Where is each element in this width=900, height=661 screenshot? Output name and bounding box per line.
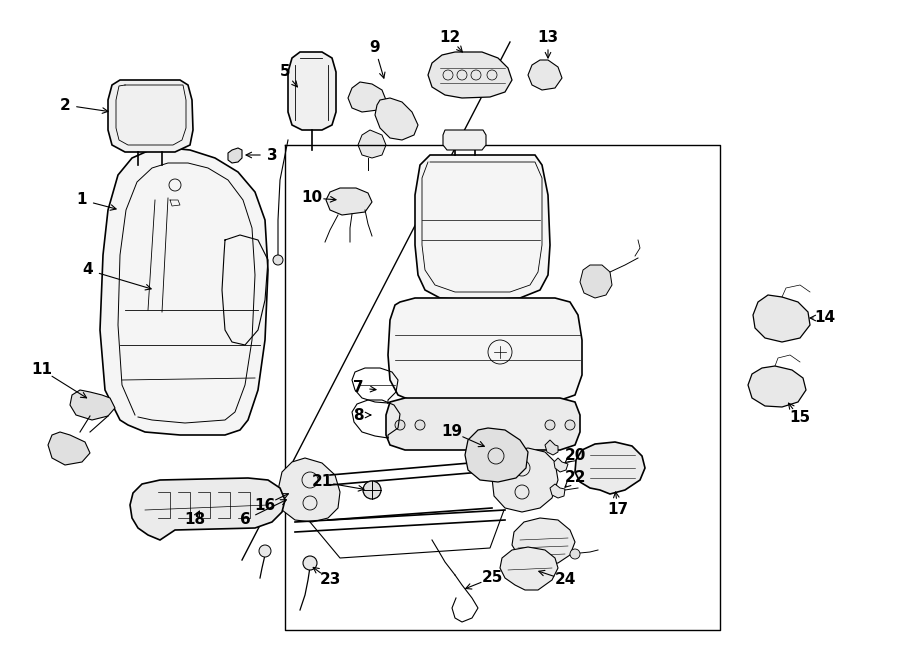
Polygon shape (288, 52, 336, 130)
Text: 24: 24 (554, 572, 576, 588)
Text: 7: 7 (353, 381, 364, 395)
Text: 5: 5 (280, 65, 291, 79)
Text: 16: 16 (255, 498, 275, 512)
Circle shape (273, 255, 283, 265)
Polygon shape (528, 60, 562, 90)
Polygon shape (500, 547, 558, 590)
Text: 1: 1 (76, 192, 87, 208)
Polygon shape (550, 484, 565, 498)
Polygon shape (70, 390, 115, 420)
Polygon shape (375, 98, 418, 140)
Circle shape (415, 420, 425, 430)
Polygon shape (100, 148, 268, 435)
Text: 15: 15 (789, 410, 811, 426)
Polygon shape (386, 398, 580, 450)
Polygon shape (580, 265, 612, 298)
Polygon shape (554, 458, 568, 472)
Polygon shape (545, 440, 558, 455)
Polygon shape (228, 148, 242, 163)
Text: 13: 13 (537, 30, 559, 46)
Polygon shape (748, 366, 806, 407)
Polygon shape (348, 82, 386, 112)
Polygon shape (130, 478, 285, 540)
Polygon shape (428, 52, 512, 98)
Text: 17: 17 (608, 502, 628, 518)
Circle shape (259, 545, 271, 557)
Text: 25: 25 (482, 570, 503, 586)
Polygon shape (415, 155, 550, 300)
Polygon shape (512, 518, 575, 565)
Text: 23: 23 (320, 572, 341, 588)
Circle shape (570, 549, 580, 559)
Text: 14: 14 (814, 311, 835, 325)
Polygon shape (753, 295, 810, 342)
Text: 4: 4 (83, 262, 94, 278)
Circle shape (395, 420, 405, 430)
Polygon shape (278, 458, 340, 522)
Text: 9: 9 (370, 40, 381, 56)
Text: 11: 11 (32, 362, 52, 377)
Polygon shape (326, 188, 372, 215)
Polygon shape (358, 130, 386, 158)
Text: 18: 18 (184, 512, 205, 527)
Text: 21: 21 (311, 475, 333, 490)
Text: 22: 22 (564, 471, 586, 485)
Text: 8: 8 (353, 407, 364, 422)
Text: 6: 6 (239, 512, 250, 527)
Text: 3: 3 (266, 147, 277, 163)
Text: 2: 2 (59, 98, 70, 112)
Text: 10: 10 (302, 190, 322, 206)
Polygon shape (575, 442, 645, 494)
Circle shape (303, 556, 317, 570)
Text: 12: 12 (439, 30, 461, 46)
Polygon shape (388, 298, 582, 405)
Polygon shape (48, 432, 90, 465)
Text: 19: 19 (441, 424, 463, 440)
Polygon shape (465, 428, 528, 482)
Circle shape (545, 420, 555, 430)
Polygon shape (492, 448, 558, 512)
Polygon shape (108, 80, 193, 152)
Circle shape (363, 481, 381, 499)
Text: 20: 20 (564, 447, 586, 463)
Circle shape (565, 420, 575, 430)
Polygon shape (443, 130, 486, 150)
